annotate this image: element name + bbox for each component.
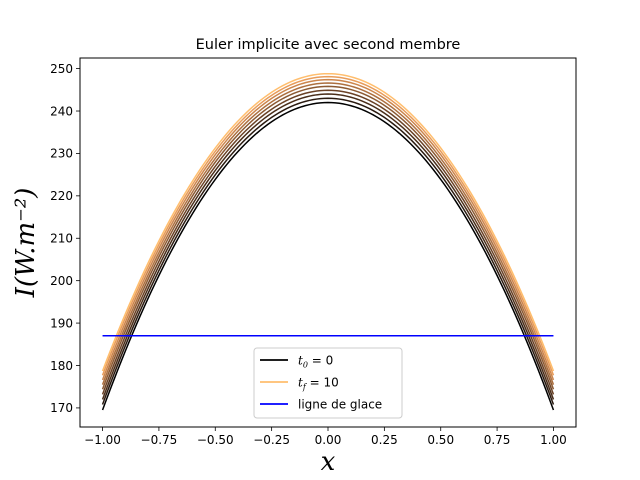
series-line-5 — [101, 82, 555, 385]
chart-title: Euler implicite avec second membre — [196, 37, 461, 53]
x-axis: −1.00 −0.75 −0.50 −0.25 0.00 0.25 0.50 0.75 1.00 — [84, 427, 567, 447]
y-tick-label: 210 — [50, 232, 73, 246]
series-line-6 — [101, 78, 555, 381]
x-tick-label: −0.50 — [197, 433, 234, 447]
x-tick-label: 0.25 — [371, 433, 398, 447]
x-tick-label: 1.00 — [540, 433, 567, 447]
y-tick-label: 250 — [50, 62, 73, 76]
series-line-7 — [101, 75, 555, 376]
y-tick-label: 190 — [50, 316, 73, 330]
legend-box — [253, 347, 403, 419]
legend: t0 = 0 tf = 10 ligne de glace — [253, 347, 403, 419]
x-tick-label: −0.75 — [141, 433, 178, 447]
series-line-2 — [101, 93, 555, 400]
series-line-3 — [101, 89, 555, 395]
x-tick-label: 0.50 — [427, 433, 454, 447]
legend-label: tf = 10 — [298, 376, 339, 392]
series-line-1 — [101, 97, 555, 405]
y-tick-label: 200 — [50, 274, 73, 288]
y-tick-label: 230 — [50, 147, 73, 161]
y-tick-label: 170 — [50, 401, 73, 415]
x-tick-label: 0.75 — [484, 433, 511, 447]
series-line-4 — [101, 85, 555, 390]
y-axis-label: I(W.m⁻²) — [11, 188, 41, 299]
plot-lines — [101, 72, 555, 411]
x-tick-label: −1.00 — [84, 433, 121, 447]
y-tick-label: 180 — [50, 359, 73, 373]
x-tick-label: 0.00 — [315, 433, 342, 447]
series-line-8 — [101, 72, 555, 372]
x-tick-label: −0.25 — [253, 433, 290, 447]
y-tick-label: 240 — [50, 104, 73, 118]
y-tick-label: 220 — [50, 189, 73, 203]
series-line-0 — [101, 101, 555, 411]
y-axis: 170 180 190 200 210 220 230 240 250 — [50, 62, 80, 415]
legend-label: t0 = 0 — [298, 354, 333, 370]
legend-label: ligne de glace — [298, 398, 382, 412]
x-axis-label: x — [321, 447, 336, 477]
